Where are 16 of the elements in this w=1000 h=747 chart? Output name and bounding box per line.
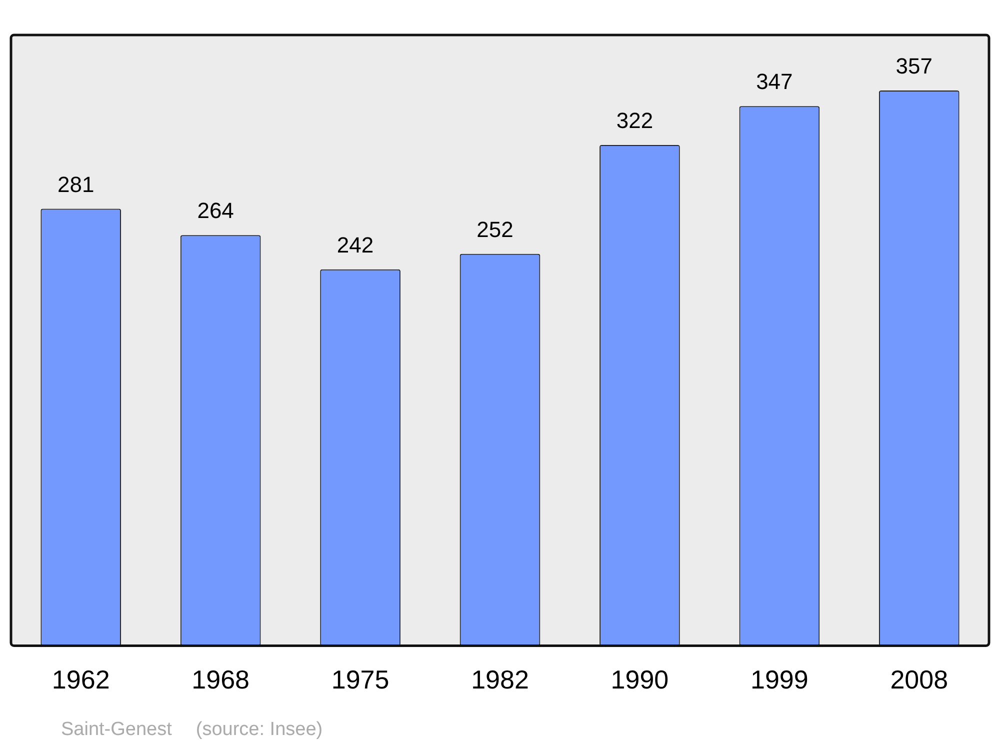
data-label: 264 (197, 198, 234, 224)
x-tick-label: 1962 (52, 664, 110, 695)
text: (source: Insee) (196, 719, 323, 740)
x-tick-label: 1990 (610, 664, 669, 695)
x-tick-label: 1982 (471, 664, 529, 695)
data-label: 322 (616, 108, 654, 134)
data-label: 242 (336, 232, 374, 258)
x-tick-label: 1999 (750, 664, 808, 695)
x-tick-label: 1968 (192, 664, 250, 695)
data-label: 357 (896, 54, 932, 79)
text: Saint-Genest (61, 719, 173, 740)
x-tick-label: 2008 (890, 664, 948, 695)
data-label: 252 (476, 216, 514, 242)
data-label: 347 (756, 69, 793, 94)
data-label: 281 (58, 172, 94, 197)
x-tick-label: 1975 (331, 664, 390, 695)
